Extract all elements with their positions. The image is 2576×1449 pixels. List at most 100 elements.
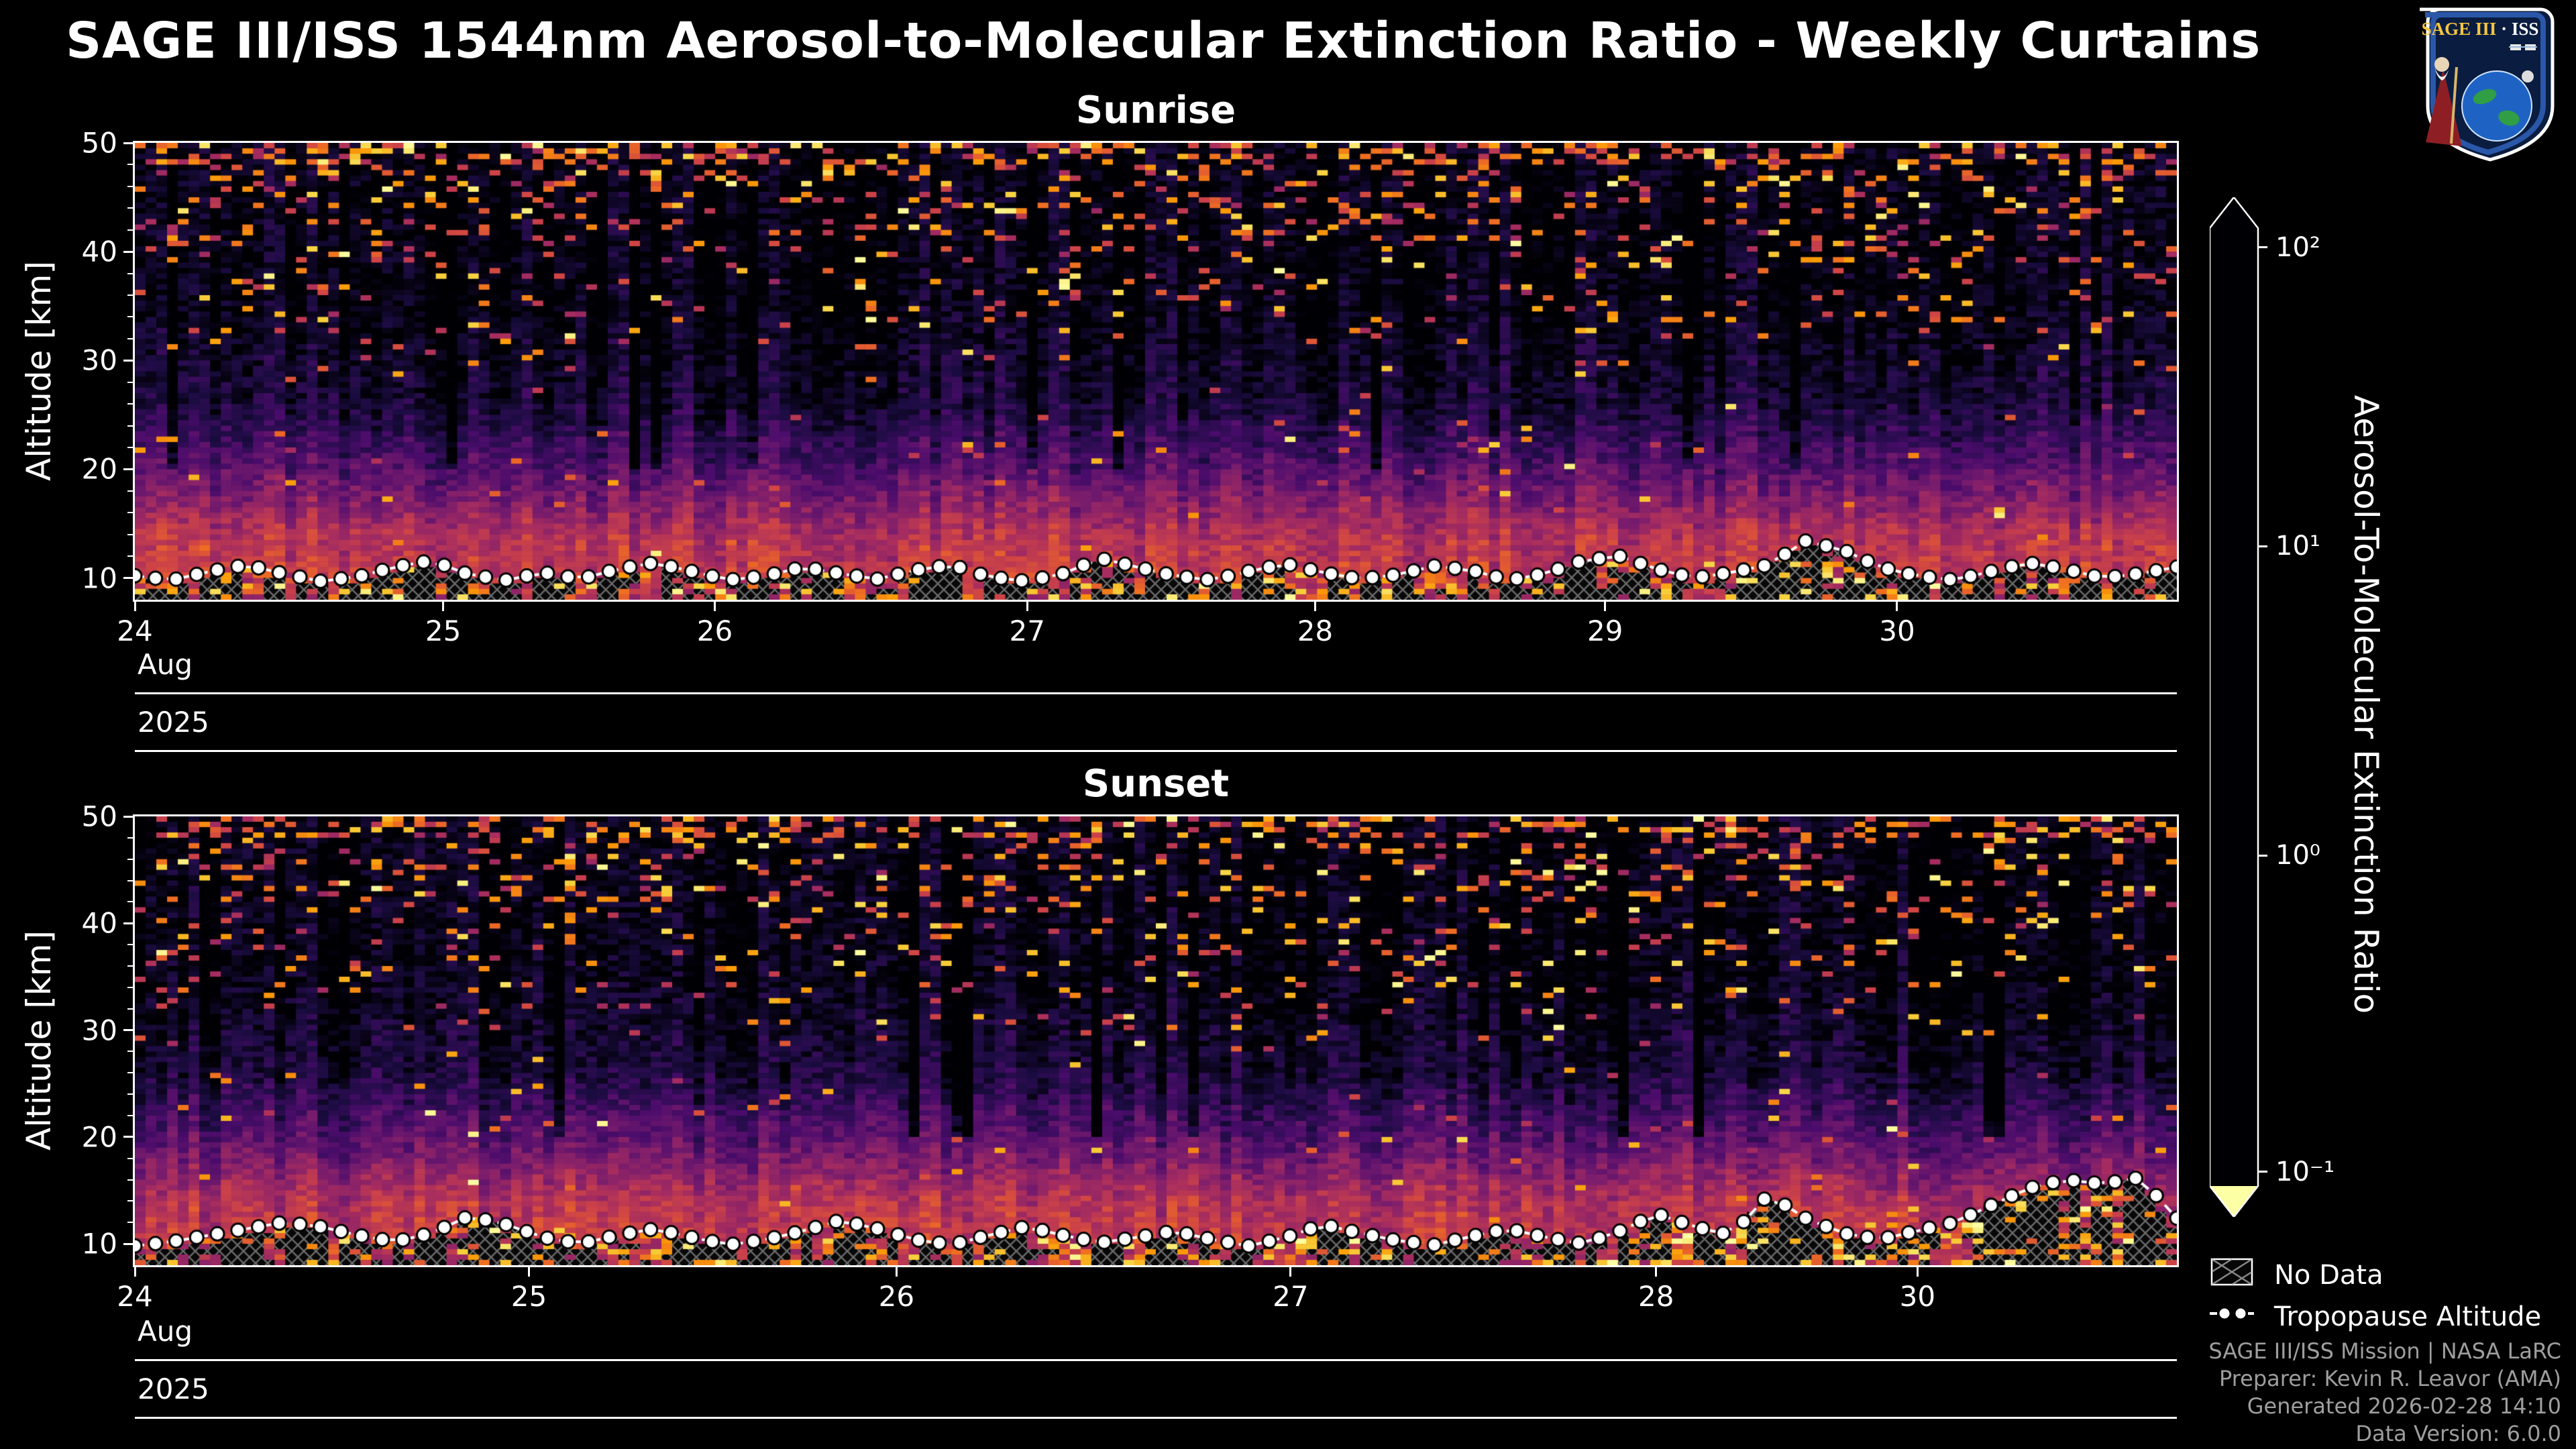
colorbar-tick	[2258, 854, 2267, 857]
footer-credits: SAGE III/ISS Mission | NASA LaRC Preparer…	[2208, 1338, 2561, 1448]
colorbar-tick-label: 10²	[2275, 231, 2320, 263]
x-tick	[133, 602, 136, 611]
footer-line: Data Version: 6.0.0	[2355, 1421, 2561, 1446]
y-minor-tick	[127, 944, 133, 946]
x-tick	[1655, 1267, 1658, 1277]
y-minor-tick	[127, 1157, 133, 1159]
x-tick-label: 26	[696, 614, 733, 647]
y-minor-tick	[127, 447, 133, 448]
y-tick-label: 50	[81, 800, 117, 833]
x-tick	[1916, 1267, 1919, 1277]
x-tick-label: 27	[1009, 614, 1045, 647]
y-minor-tick	[127, 490, 133, 492]
logo-earth	[2461, 70, 2532, 142]
footer-line: Generated 2026-02-28 14:10	[2247, 1393, 2561, 1419]
logo-title-iss: · ISS	[2496, 19, 2538, 39]
logo-title: SAGE III · ISS	[2422, 19, 2539, 39]
y-tick-label: 20	[81, 452, 117, 486]
y-minor-tick	[127, 512, 133, 514]
footer-line: Preparer: Kevin R. Leavor (AMA)	[2218, 1366, 2561, 1391]
y-tick	[123, 142, 133, 144]
colorbar-tick	[2258, 545, 2267, 547]
y-tick	[123, 1136, 133, 1138]
y-minor-tick	[127, 1008, 133, 1010]
colorbar-tick	[2258, 246, 2267, 249]
y-tick-label: 50	[81, 126, 117, 160]
month-rule-sunset	[135, 1359, 2177, 1361]
legend-label-no-data: No Data	[2274, 1260, 2383, 1291]
y-minor-tick	[127, 229, 133, 231]
x-tick-label: 29	[1587, 614, 1623, 647]
colorbar-bar	[2210, 197, 2259, 1217]
y-minor-tick	[127, 207, 133, 209]
y-minor-tick	[127, 901, 133, 903]
colorbar-tick-label: 10⁻¹	[2275, 1156, 2335, 1187]
y-minor-tick	[127, 425, 133, 427]
logo-continent-2	[2498, 110, 2520, 126]
logo-title-sage: SAGE III	[2422, 19, 2497, 39]
footer-line: SAGE III/ISS Mission | NASA LaRC	[2208, 1338, 2561, 1364]
x-tick	[133, 1267, 136, 1277]
no-data-swatch-icon	[2210, 1258, 2253, 1286]
year-rule-sunrise	[135, 750, 2177, 752]
y-minor-tick	[127, 1222, 133, 1224]
colorbar	[2210, 197, 2259, 1217]
logo-wizard-beard	[2435, 68, 2449, 80]
x-axis-year-sunset: 2025	[138, 1373, 209, 1405]
x-axis-month-sunrise: Aug	[138, 648, 193, 681]
page-title: SAGE III/ISS 1544nm Aerosol-to-Molecular…	[66, 12, 2261, 70]
x-tick	[895, 1267, 898, 1277]
panel-title-sunrise: Sunrise	[1075, 89, 1236, 132]
x-tick	[527, 1267, 530, 1277]
month-rule-sunrise	[135, 692, 2177, 694]
heatmap-canvas-sunset	[135, 816, 2177, 1265]
x-tick-label: 30	[1879, 614, 1915, 647]
x-tick	[1604, 602, 1607, 611]
y-minor-tick	[127, 164, 133, 166]
y-minor-tick	[127, 533, 133, 535]
x-tick	[1313, 602, 1316, 611]
y-tick-label: 30	[81, 343, 117, 377]
logo-moon	[2522, 70, 2534, 83]
y-axis-label-sunset: Altitude [km]	[19, 930, 58, 1150]
colorbar-tick-label: 10⁰	[2275, 840, 2320, 871]
year-rule-sunset	[135, 1417, 2177, 1419]
y-axis-label-sunrise: Altitude [km]	[19, 261, 58, 481]
logo-inner-ring	[2425, 12, 2546, 156]
y-tick-label: 20	[81, 1120, 117, 1154]
x-tick	[1896, 602, 1898, 611]
y-tick-label: 40	[81, 906, 117, 940]
y-tick	[123, 1242, 133, 1245]
y-tick-label: 40	[81, 235, 117, 268]
y-minor-tick	[127, 879, 133, 881]
y-tick	[123, 815, 133, 818]
x-tick-label: 26	[878, 1280, 915, 1313]
x-tick-label: 25	[511, 1280, 547, 1313]
x-tick	[1026, 602, 1028, 611]
y-tick	[123, 359, 133, 362]
x-tick-label: 25	[425, 614, 462, 647]
y-minor-tick	[127, 337, 133, 339]
y-minor-tick	[127, 555, 133, 557]
x-tick-label: 24	[117, 1280, 153, 1313]
y-tick	[123, 922, 133, 924]
panel-title-sunset: Sunset	[1082, 762, 1230, 806]
y-minor-tick	[127, 1051, 133, 1053]
y-minor-tick	[127, 1072, 133, 1074]
x-tick	[713, 602, 716, 611]
y-tick-label: 30	[81, 1014, 117, 1047]
y-minor-tick	[127, 1179, 133, 1181]
x-tick	[442, 602, 445, 611]
logo-continent-1	[2473, 89, 2497, 105]
y-minor-tick	[127, 1200, 133, 1202]
legend-label-tropopause: Tropopause Altitude	[2274, 1301, 2542, 1332]
colorbar-tick-label: 10¹	[2275, 531, 2320, 562]
y-tick	[123, 1029, 133, 1032]
x-tick-label: 28	[1638, 1280, 1674, 1313]
y-minor-tick	[127, 294, 133, 296]
y-tick	[123, 250, 133, 253]
heatmap-canvas-sunrise	[135, 143, 2177, 600]
y-minor-tick	[127, 858, 133, 860]
y-minor-tick	[127, 316, 133, 318]
